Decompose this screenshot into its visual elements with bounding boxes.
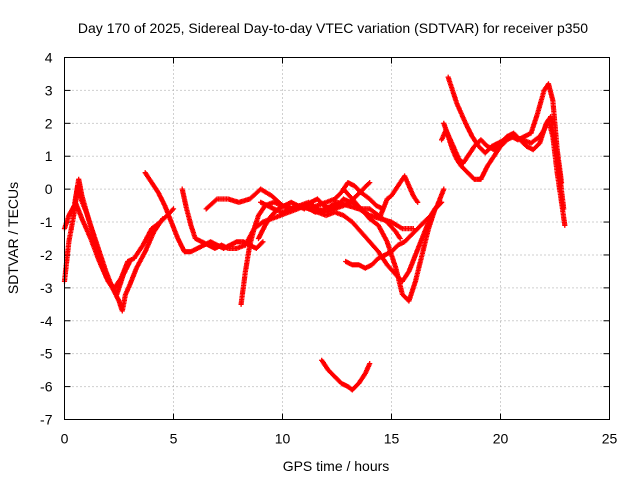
series-arc-15 [441, 117, 568, 228]
y-tick-label: 0 [45, 181, 53, 197]
x-tick-label: 15 [384, 431, 400, 447]
data-point-markers [297, 180, 386, 212]
y-tick-label: -1 [40, 214, 53, 230]
plot-frame [64, 57, 610, 420]
x-tick-label: 5 [170, 431, 178, 447]
series-arc-10 [297, 180, 386, 212]
y-tick-label: -5 [40, 346, 53, 362]
data-point-markers [343, 186, 447, 271]
chart-title: Day 170 of 2025, Sidereal Day-to-day VTE… [78, 20, 588, 36]
data-point-markers [441, 117, 568, 228]
x-axis-label: GPS time / hours [283, 458, 390, 474]
data-point-markers [340, 186, 445, 304]
data-point-markers [378, 173, 421, 219]
data-marks [61, 74, 568, 393]
data-point-markers [72, 199, 133, 297]
y-tick-label: 1 [45, 148, 53, 164]
x-tick-label: 20 [493, 431, 509, 447]
y-tick-label: -4 [40, 313, 53, 329]
y-tick-label: -3 [40, 280, 53, 296]
series-arc-14 [319, 357, 373, 393]
y-tick-label: 3 [45, 82, 53, 98]
y-tick-label: -2 [40, 247, 53, 263]
series-arc-17 [439, 114, 567, 212]
series-arc-13 [378, 173, 421, 219]
series-arc-11 [340, 186, 445, 304]
y-axis-label: SDTVAR / TECUs [5, 182, 21, 294]
series-arc-12 [343, 186, 447, 271]
grid [64, 57, 610, 420]
series-arc-9 [258, 199, 438, 284]
y-tick-label: 4 [45, 50, 53, 66]
data-point-markers [439, 114, 567, 212]
x-tick-label: 25 [602, 431, 618, 447]
data-point-markers [258, 199, 438, 284]
y-tick-label: 2 [45, 115, 53, 131]
x-tick-label: 10 [275, 431, 291, 447]
y-tick-label: -6 [40, 379, 53, 395]
y-tick-label: -7 [40, 412, 53, 428]
series-arc-3 [72, 199, 133, 297]
x-tick-label: 0 [61, 431, 69, 447]
data-point-markers [319, 357, 373, 393]
